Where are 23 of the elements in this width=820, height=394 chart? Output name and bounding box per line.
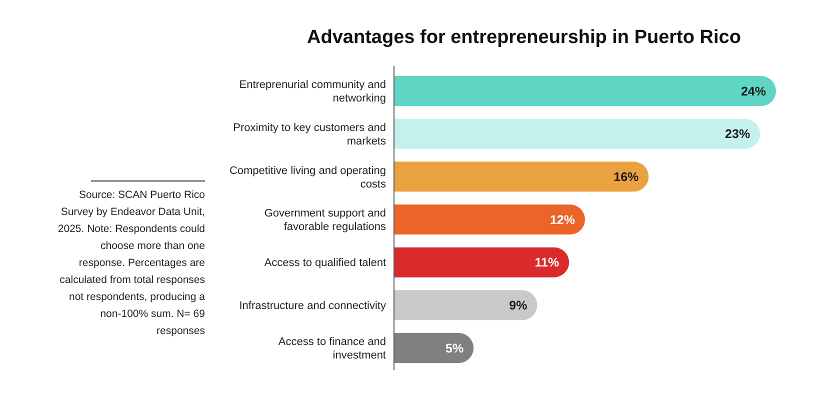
data-label: 11%: [534, 256, 560, 270]
bar: [394, 290, 538, 320]
bar: [394, 204, 585, 234]
text: Source: SCAN Puerto Rico Survey by Endeavor Data Unit, 2025. Note: Respondents could choose more than one response. Percentages are calculated from total responses not respondents, producing a non-100% sum. N= 69 responses: [58, 189, 205, 337]
y-tick-label: Entreprenurial community and networking: [239, 79, 386, 105]
data-label: 9%: [509, 298, 528, 313]
y-tick-label: Government support and favorable regulations: [264, 208, 386, 234]
y-tick-label: Proximity to key customers and markets: [233, 122, 386, 148]
data-label: 23%: [725, 127, 750, 142]
bar: [394, 333, 474, 363]
data-label: 24%: [740, 84, 766, 98]
data-label: 16%: [614, 170, 639, 184]
data-label: 5%: [446, 341, 464, 356]
bar: [394, 118, 760, 149]
y-tick-label: Access to qualified talent: [264, 257, 386, 270]
y-tick-label: Infrastructure and connectivity: [239, 300, 386, 312]
data-label: 12%: [550, 212, 575, 227]
bar: [394, 76, 776, 106]
y-tick-label: Access to finance and investment: [278, 336, 386, 362]
bar: [394, 162, 649, 192]
y-tick-label: Competitive living and operating costs: [229, 164, 386, 190]
chart-title: Advantages for entrepreneurship in Puerto Rico: [307, 27, 741, 48]
bar: [394, 247, 570, 278]
